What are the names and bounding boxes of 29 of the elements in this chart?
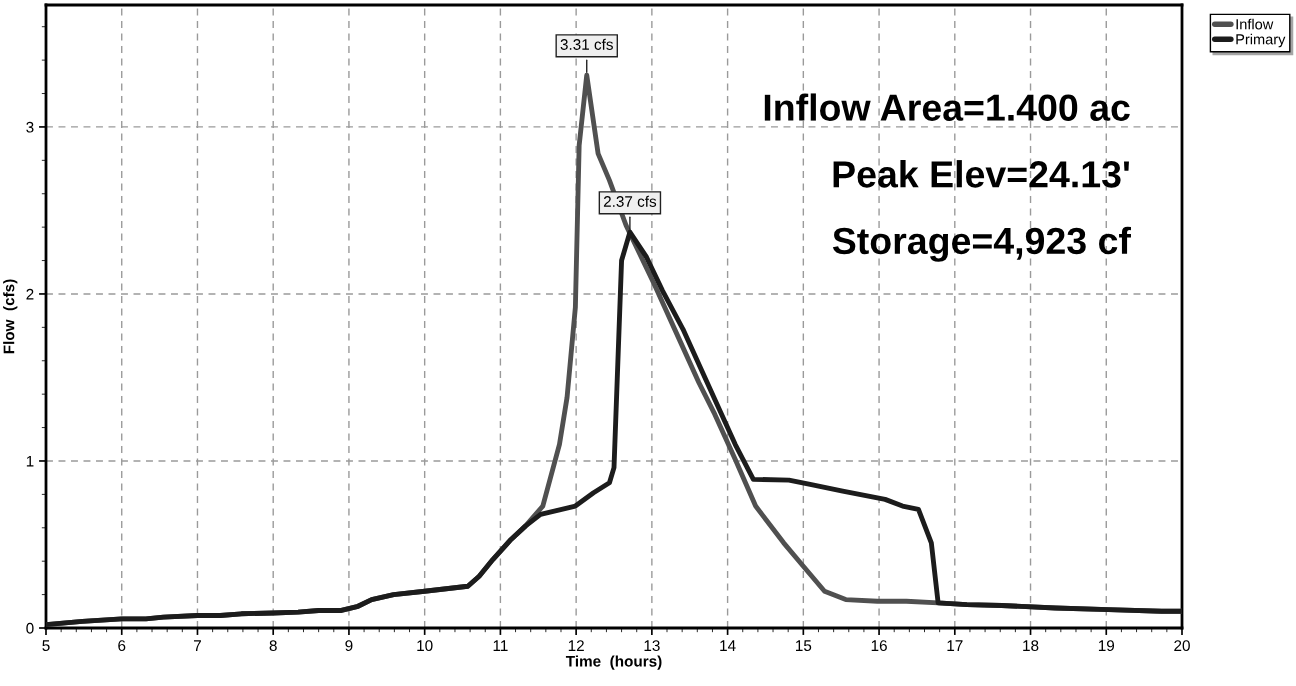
y-axis-title: Flow (cfs)	[3, 279, 18, 354]
x-tick-label: 9	[345, 640, 353, 652]
x-tick-label: 8	[269, 640, 277, 652]
y-tick-label: 3	[26, 121, 34, 133]
annotation: 3.31 cfs	[560, 38, 613, 50]
legend-label: Inflow	[1236, 18, 1274, 30]
x-tick-label: 10	[417, 640, 433, 652]
annotation: Storage=4,923 cf	[832, 226, 1131, 262]
x-tick-label: 20	[1174, 640, 1190, 652]
y-tick-label: 2	[26, 288, 34, 300]
x-tick-label: 17	[947, 640, 963, 651]
x-tick-label: 15	[796, 640, 812, 652]
annotation: 2.37 cfs	[603, 195, 657, 207]
x-tick-label: 13	[644, 640, 660, 652]
x-tick-label: 7	[194, 640, 201, 651]
y-tick-label: 0	[26, 622, 34, 634]
legend-label: Primary	[1236, 33, 1286, 48]
x-tick-label: 11	[493, 640, 508, 651]
y-tick-label: 1	[26, 456, 34, 467]
x-tick-label: 18	[1023, 640, 1039, 652]
x-tick-label: 19	[1098, 640, 1115, 652]
x-tick-label: 12	[568, 640, 584, 651]
x-tick-label: 6	[118, 640, 126, 652]
x-tick-label: 5	[42, 640, 50, 652]
annotation: Peak Elev=24.13'	[833, 160, 1129, 188]
annotation: Inflow Area=1.400 ac	[764, 93, 1130, 121]
x-tick-label: 16	[871, 640, 887, 652]
x-axis-title: Time (hours)	[565, 655, 662, 670]
x-tick-label: 14	[720, 640, 736, 651]
